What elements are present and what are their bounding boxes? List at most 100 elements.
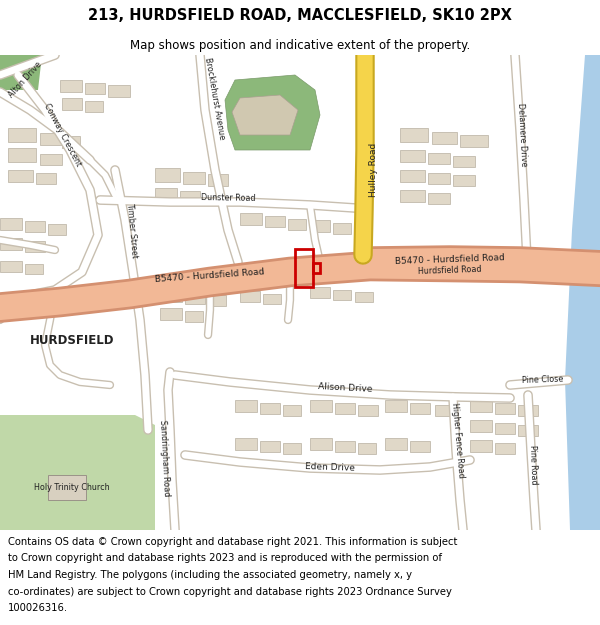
Polygon shape [0,415,155,530]
Text: Eden Drive: Eden Drive [305,462,355,472]
Bar [495,423,515,434]
Bar [185,293,205,304]
Bar [240,213,262,225]
Bar [518,425,538,436]
Bar [62,136,80,148]
Polygon shape [0,55,42,90]
Bar [435,405,455,416]
Bar [495,443,515,454]
Text: Conway Crescent: Conway Crescent [41,102,82,168]
Bar [453,175,475,186]
Bar [48,224,66,235]
Bar [85,101,103,112]
Bar [470,420,492,432]
Polygon shape [232,95,298,135]
Bar [25,241,45,252]
Bar [40,133,62,145]
Bar [335,403,355,414]
Text: co-ordinates) are subject to Crown copyright and database rights 2023 Ordnance S: co-ordinates) are subject to Crown copyr… [8,586,452,596]
Bar [310,220,330,232]
Bar [333,223,351,234]
Text: 213, HURDSFIELD ROAD, MACCLESFIELD, SK10 2PX: 213, HURDSFIELD ROAD, MACCLESFIELD, SK10… [88,8,512,23]
Bar [160,290,182,302]
Bar [160,308,182,320]
Bar [283,443,301,454]
Bar [358,443,376,454]
Bar [85,83,105,94]
Bar [260,403,280,414]
Text: Alison Drive: Alison Drive [317,382,373,394]
Bar [208,295,226,306]
Bar [208,174,228,186]
Text: Timber Street: Timber Street [125,202,139,258]
Bar [310,287,330,298]
Text: Alton Drive: Alton Drive [7,61,43,99]
Bar [495,403,515,414]
Text: B5470 - Hurdsfield Road: B5470 - Hurdsfield Road [395,254,505,266]
Bar [36,173,56,184]
Bar [410,441,430,452]
Bar [410,403,430,414]
Bar [0,218,22,230]
Bar [25,264,43,274]
Text: HM Land Registry. The polygons (including the associated geometry, namely x, y: HM Land Registry. The polygons (includin… [8,570,412,580]
Text: Contains OS data © Crown copyright and database right 2021. This information is : Contains OS data © Crown copyright and d… [8,537,457,547]
Bar [260,441,280,452]
Bar [8,170,33,182]
Bar [518,405,538,416]
Bar [385,400,407,412]
Text: Dunster Road: Dunster Road [200,193,256,203]
Bar [460,135,488,147]
Bar [335,441,355,452]
Bar [265,216,285,227]
Text: 100026316.: 100026316. [8,603,68,613]
Bar [235,400,257,412]
Bar [400,190,425,202]
Bar [283,405,301,416]
Text: HURDSFIELD: HURDSFIELD [30,334,114,346]
Bar [183,172,205,184]
Bar [235,438,257,450]
Bar [240,291,260,302]
Bar [355,292,373,302]
Text: Delamere Drive: Delamere Drive [516,103,528,167]
Bar [432,132,457,144]
Bar [180,191,200,202]
Text: B5470 - Hurdsfield Road: B5470 - Hurdsfield Road [155,268,265,284]
Bar [385,438,407,450]
Bar [0,238,22,250]
Polygon shape [565,55,600,530]
Polygon shape [225,75,320,150]
Bar [8,148,36,162]
Text: Pine Close: Pine Close [522,375,564,385]
Bar [470,400,492,412]
Bar [428,193,450,204]
Bar [185,311,203,322]
Text: Higher Fence Road: Higher Fence Road [450,402,466,478]
Bar [310,400,332,412]
Bar [400,128,428,142]
Bar [40,154,62,165]
Bar [155,188,177,200]
Bar [400,150,425,162]
Text: Brocklehurst Avenue: Brocklehurst Avenue [203,56,227,140]
Bar [428,173,450,184]
Bar [108,85,130,97]
Bar [25,221,45,232]
Bar [470,440,492,452]
Bar [48,475,86,500]
Bar [453,156,475,167]
Bar [8,128,36,142]
Bar [333,290,351,300]
Bar [400,170,425,182]
Text: to Crown copyright and database rights 2023 and is reproduced with the permissio: to Crown copyright and database rights 2… [8,553,442,563]
Bar [155,168,180,182]
Bar [0,261,22,272]
Bar [62,98,82,110]
Bar [310,438,332,450]
Text: Hulley Road: Hulley Road [368,143,377,197]
Text: Holy Trinity Church: Holy Trinity Church [34,484,110,492]
Bar [263,294,281,304]
Bar [358,405,378,416]
Bar [288,219,306,230]
